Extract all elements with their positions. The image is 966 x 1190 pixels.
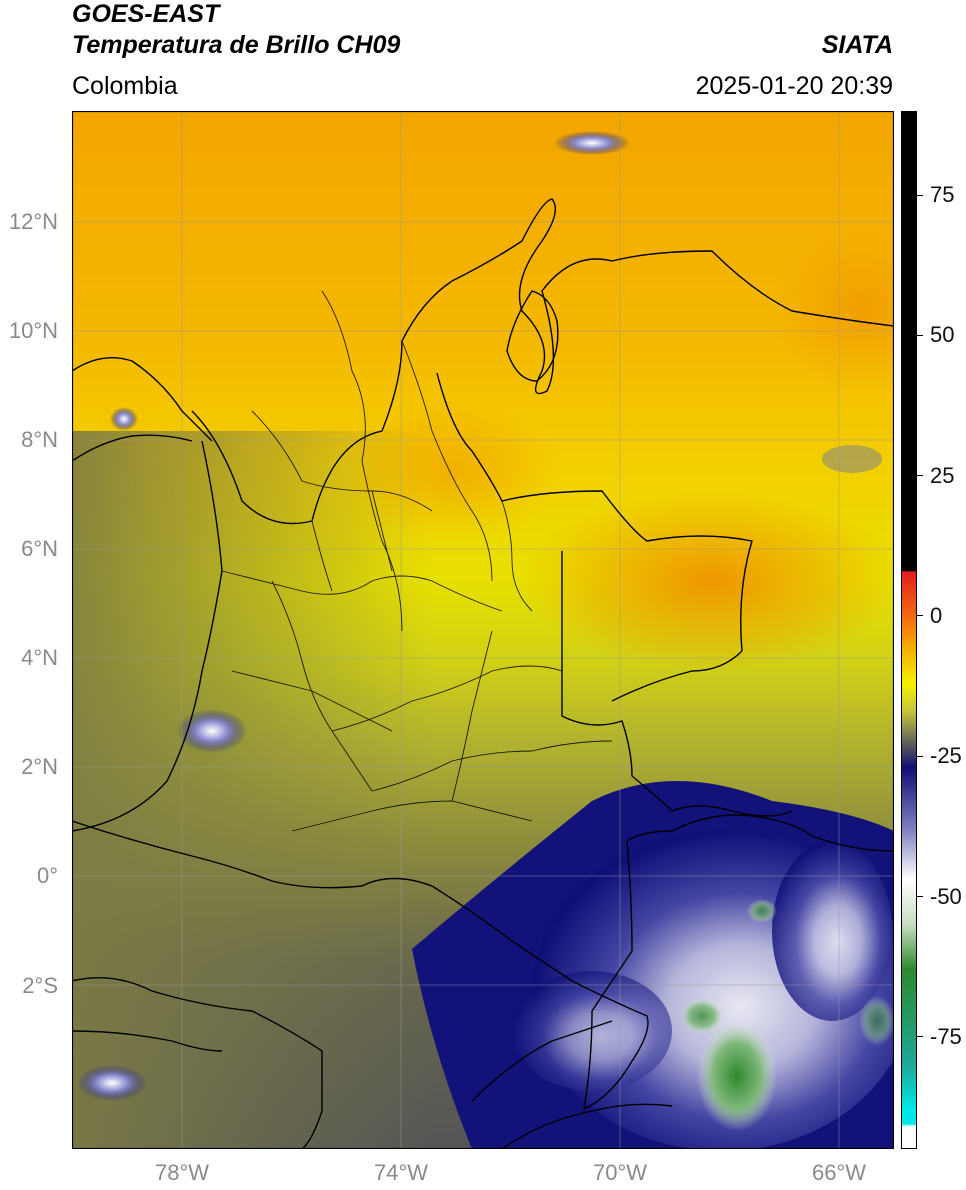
colorbar-tick-mark (917, 615, 923, 617)
lat-tick-label: 2°S (22, 973, 58, 998)
lon-tick-label: 66°W (811, 1160, 867, 1185)
coldest-top-1 (697, 1021, 777, 1131)
datetime-label: 2025-01-20 20:39 (695, 72, 893, 100)
lon-tick-label: 70°W (592, 1160, 648, 1185)
colorbar-tick-label: 0 (930, 602, 943, 628)
colorbar-tick-mark (917, 194, 923, 196)
colorbar-tick-mark (917, 475, 923, 477)
lat-tick-label: 2°N (21, 754, 58, 779)
colorbar-tick-mark (917, 896, 923, 897)
coldest-top-4 (859, 996, 894, 1046)
satellite-title: GOES-EAST (72, 0, 220, 28)
lon-tick-label: 78°W (154, 1160, 210, 1185)
colorbar-fill (901, 111, 917, 1149)
cold-cell-caribbean (554, 131, 630, 155)
warm-area-central (342, 401, 562, 541)
west-cool-band (72, 431, 432, 1149)
colorbar-tick-mark (917, 1036, 923, 1038)
warm-area-northeast (772, 231, 894, 391)
lat-tick-label: 0° (36, 863, 58, 888)
colorbar-tick-label: 25 (930, 462, 955, 488)
department-borders (221, 290, 613, 832)
coldest-top-3 (747, 899, 777, 923)
cold-cell-pacific (177, 709, 247, 753)
map-panel (72, 111, 894, 1149)
colorbar-tick-mark (917, 334, 923, 336)
region-label: Colombia (72, 72, 178, 100)
brightness-temperature-map (72, 111, 894, 1149)
product-title: Temperatura de Brillo CH09 (72, 31, 401, 59)
agency-label: SIATA (821, 31, 893, 59)
colorbar-tick-mark (917, 755, 923, 757)
lat-tick-label: 8°N (21, 427, 58, 452)
coldest-top-2 (680, 998, 724, 1034)
lat-tick-label: 6°N (21, 536, 58, 561)
warm-area-east (522, 491, 894, 671)
cold-cell-panama (110, 407, 138, 431)
colorbar-tick-label: -25 (930, 743, 962, 769)
colorbar-tick-label: 75 (930, 182, 955, 208)
colorbar-tick-label: -75 (930, 1023, 962, 1049)
colorbar-frame (901, 111, 917, 1149)
lat-tick-label: 4°N (21, 645, 58, 670)
map-frame (72, 111, 894, 1149)
cold-cloud-core-east (772, 841, 892, 1021)
lon-tick-label: 74°W (373, 1160, 429, 1185)
cloud-patch-venezuela (822, 445, 882, 473)
lat-tick-label: 10°N (8, 318, 58, 343)
lat-tick-label: 12°N (8, 209, 58, 234)
colorbar-tick-label: 50 (930, 322, 955, 348)
colorbar-tick-label: -50 (930, 883, 962, 909)
cold-cell-southwest (77, 1065, 147, 1101)
borders (72, 198, 894, 1149)
gridlines (72, 111, 894, 1149)
colorbar (901, 111, 917, 1149)
